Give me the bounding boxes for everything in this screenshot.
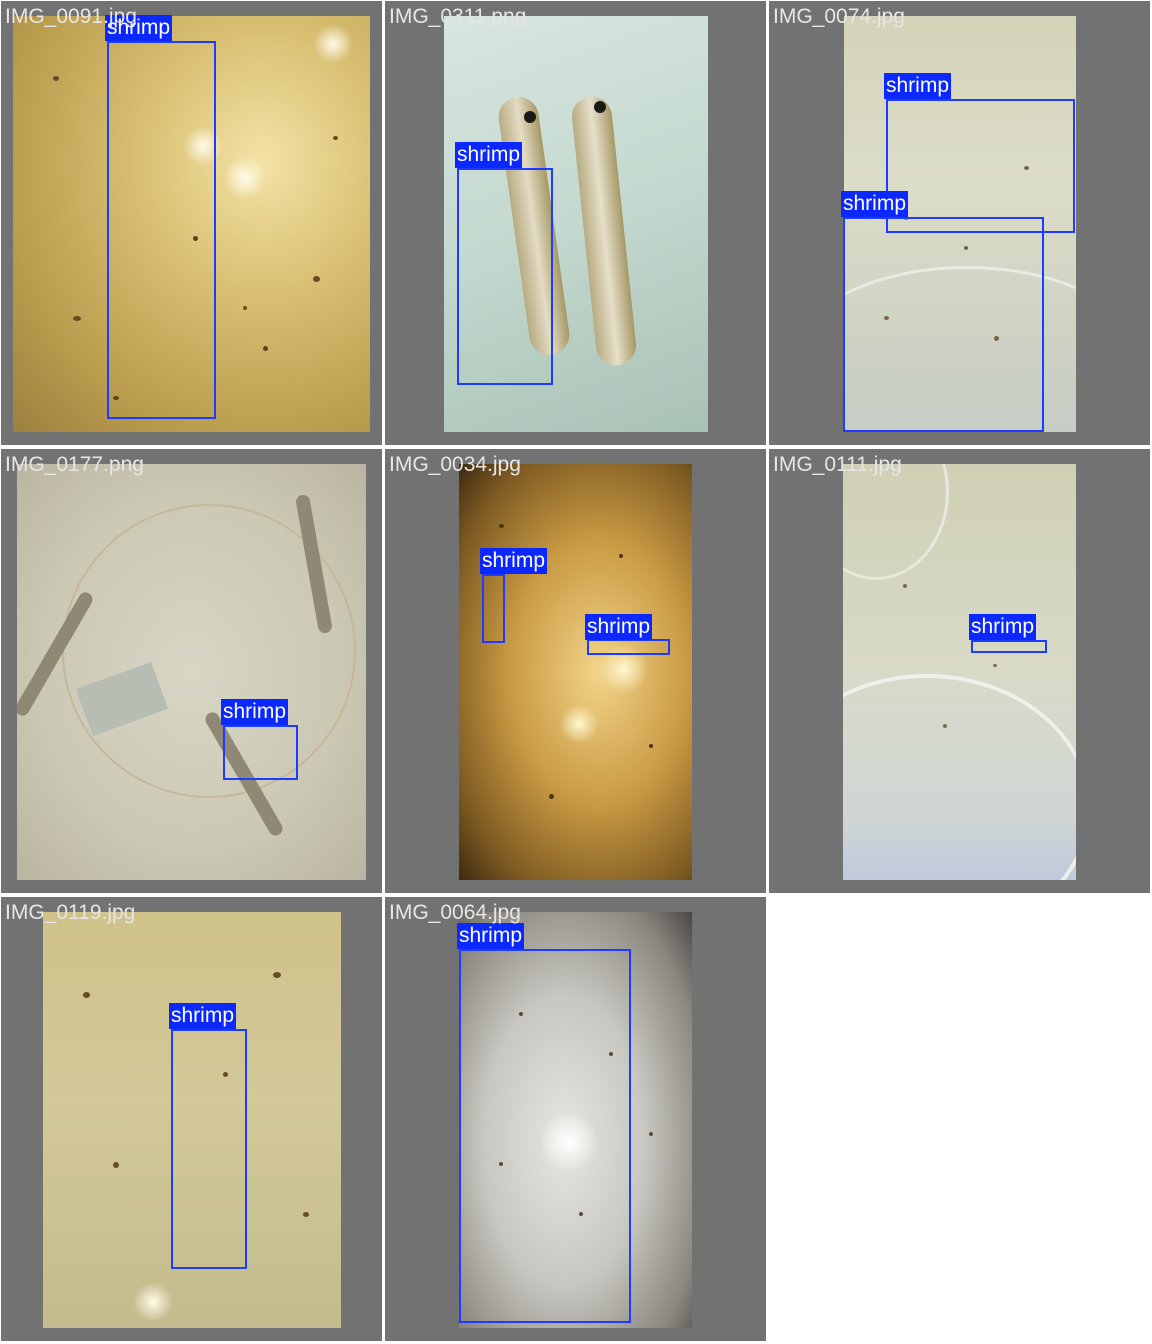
detection-label: shrimp <box>457 923 525 949</box>
shrimp-photo <box>17 464 366 880</box>
detection-box <box>482 574 505 643</box>
detection-box <box>459 949 631 1323</box>
detection-label: shrimp <box>221 699 289 725</box>
detection-box <box>223 725 298 780</box>
image-filename: IMG_0119.jpg <box>5 901 136 924</box>
shrimp-photo <box>43 912 341 1328</box>
shrimp-photo <box>459 912 692 1328</box>
image-filename: IMG_0034.jpg <box>389 453 521 476</box>
image-tile[interactable]: shrimp shrimp IMG_0034.jpg <box>385 449 766 893</box>
image-tile[interactable]: shrimp IMG_0111.jpg <box>769 449 1150 893</box>
image-tile[interactable]: shrimp shrimp IMG_0074.jpg <box>769 1 1150 445</box>
image-tile[interactable]: shrimp IMG_0311.png <box>385 1 766 445</box>
shrimp-photo <box>459 464 692 880</box>
image-filename: IMG_0177.png <box>5 453 144 476</box>
detection-label: shrimp <box>585 614 653 640</box>
image-tile[interactable]: shrimp IMG_0091.jpg <box>1 1 382 445</box>
detection-label: shrimp <box>455 142 523 168</box>
detection-label: shrimp <box>884 73 952 99</box>
detection-box <box>843 217 1044 432</box>
image-tile[interactable]: shrimp IMG_0177.png <box>1 449 382 893</box>
detection-box <box>457 168 553 385</box>
image-filename: IMG_0111.jpg <box>773 453 902 476</box>
shrimp-photo <box>844 16 1076 432</box>
image-filename: IMG_0074.jpg <box>773 5 905 28</box>
detection-label: shrimp <box>841 191 909 217</box>
detection-label: shrimp <box>169 1003 237 1029</box>
image-tile[interactable]: shrimp IMG_0064.jpg <box>385 897 766 1341</box>
image-filename: IMG_0064.jpg <box>389 901 521 924</box>
detection-label: shrimp <box>105 15 173 41</box>
image-filename: IMG_0311.png <box>389 5 527 28</box>
detection-box <box>171 1029 247 1269</box>
image-filename: IMG_0091.jpg <box>5 5 137 28</box>
shrimp-photo <box>444 16 708 432</box>
shrimp-photo <box>13 16 370 432</box>
image-tile[interactable]: shrimp IMG_0119.jpg <box>1 897 382 1341</box>
detection-box <box>587 639 670 655</box>
detection-label: shrimp <box>480 548 548 574</box>
detection-box <box>886 99 1075 233</box>
detection-box <box>107 41 216 419</box>
detection-label: shrimp <box>969 614 1037 640</box>
shrimp-photo <box>843 464 1076 880</box>
detection-box <box>971 640 1047 653</box>
